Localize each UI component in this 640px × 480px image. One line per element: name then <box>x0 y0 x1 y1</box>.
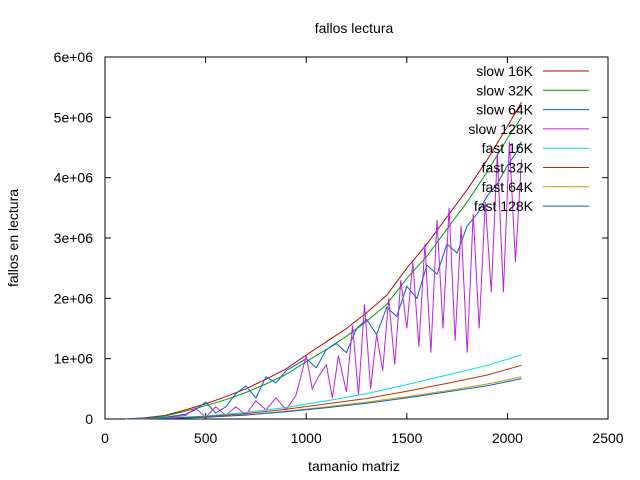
series-line-fast-64k <box>125 376 522 420</box>
series-line-slow-128k <box>125 141 522 420</box>
y-axis-label: fallos en lectura <box>5 189 21 287</box>
legend: slow 16K slow 32K slow 64K slow 128K fast 16… <box>468 63 589 214</box>
x-tick-label: 2000 <box>492 430 523 446</box>
y-tick-label: 2e+06 <box>54 290 94 306</box>
series-layer <box>125 102 522 420</box>
legend-label-fast-16k: fast 16K <box>482 140 534 156</box>
series-line-slow-32k <box>125 117 522 420</box>
x-tick-label: 0 <box>101 430 109 446</box>
y-tick-label: 0 <box>85 411 93 427</box>
legend-label-fast-32k: fast 32K <box>482 160 534 176</box>
series-line-slow-16k <box>125 102 522 420</box>
x-tick-label: 500 <box>194 430 218 446</box>
y-tick-label: 4e+06 <box>54 170 94 186</box>
x-tick-label: 1500 <box>391 430 422 446</box>
y-tick-label: 1e+06 <box>54 351 94 367</box>
x-axis-label: tamanio matriz <box>308 458 400 474</box>
chart-title: fallos lectura <box>315 20 394 36</box>
series-line-fast-128k <box>125 378 522 420</box>
axis-ticks: 0 500 1000 1500 2000 2500 0 1e+06 2e+06 3e+06 4e+0… <box>54 49 624 446</box>
legend-label-fast-64k: fast 64K <box>482 179 534 195</box>
legend-label-slow-128k: slow 128K <box>468 121 533 137</box>
legend-label-slow-32k: slow 32K <box>476 82 533 98</box>
series-line-slow-64k <box>125 141 522 420</box>
y-tick-label: 5e+06 <box>54 109 94 125</box>
x-tick-label: 2500 <box>592 430 623 446</box>
series-line-fast-16k <box>125 354 522 420</box>
y-tick-label: 6e+06 <box>54 49 94 65</box>
x-tick-label: 1000 <box>291 430 322 446</box>
legend-label-fast-128k: fast 128K <box>474 198 534 214</box>
legend-label-slow-64k: slow 64K <box>476 102 533 118</box>
y-tick-label: 3e+06 <box>54 230 94 246</box>
legend-label-slow-16k: slow 16K <box>476 63 533 79</box>
